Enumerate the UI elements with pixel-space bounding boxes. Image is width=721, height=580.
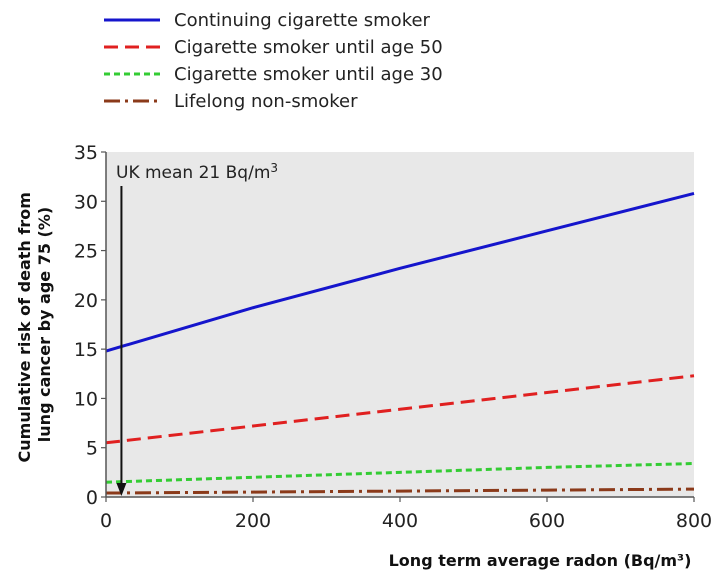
x-tick-label: 600 bbox=[529, 510, 565, 532]
x-tick-label: 400 bbox=[382, 510, 418, 532]
y-tick-label: 30 bbox=[74, 191, 98, 213]
series-line-cigarette-smoker-until-age-30 bbox=[105, 461, 695, 484]
uk-mean-label: UK mean 21 Bq/m3 bbox=[116, 161, 278, 183]
y-ticks: 0 5 10 15 20 25 30 35 bbox=[74, 142, 106, 509]
legend-label-lifelong-non-smoker: Lifelong non-smoker bbox=[174, 91, 358, 112]
x-ticks: 0 200 400 600 800 bbox=[100, 497, 712, 532]
legend-label-continuing-cigarette-smoker: Continuing cigarette smoker bbox=[174, 10, 431, 31]
x-axis-title: Long term average radon (Bq/m³) bbox=[389, 551, 692, 570]
annotation-layer: UK mean 21 Bq/m3 bbox=[116, 161, 278, 496]
series-line-cigarette-smoker-until-age-50 bbox=[105, 374, 695, 445]
y-tick-label: 15 bbox=[74, 339, 98, 361]
y-axis-title-line-2: lung cancer by age 75 (%) bbox=[35, 207, 54, 442]
legend-label-cigarette-smoker-until-age-50: Cigarette smoker until age 50 bbox=[174, 37, 443, 58]
y-tick-label: 25 bbox=[74, 241, 98, 263]
series-line-lifelong-non-smoker bbox=[105, 487, 695, 495]
x-tick-label: 200 bbox=[235, 510, 271, 532]
plot-area bbox=[106, 152, 694, 497]
y-tick-label: 0 bbox=[86, 487, 98, 509]
legend-label-cigarette-smoker-until-age-30: Cigarette smoker until age 30 bbox=[174, 64, 443, 85]
y-axis-title: Cumulative risk of death from lung cance… bbox=[15, 187, 54, 463]
y-tick-label: 35 bbox=[74, 142, 98, 164]
y-tick-label: 10 bbox=[74, 388, 98, 410]
y-tick-label: 5 bbox=[86, 438, 98, 460]
x-tick-label: 800 bbox=[676, 510, 712, 532]
uk-mean-arrowhead bbox=[116, 483, 127, 496]
series-line-continuing-cigarette-smoker bbox=[105, 191, 695, 353]
y-tick-label: 20 bbox=[74, 290, 98, 312]
x-tick-label: 0 bbox=[100, 510, 112, 532]
y-axis-title-line-1: Cumulative risk of death from bbox=[15, 192, 34, 462]
legend: Continuing cigarette smoker Cigarette smo… bbox=[104, 10, 443, 112]
series-layer bbox=[105, 191, 695, 495]
